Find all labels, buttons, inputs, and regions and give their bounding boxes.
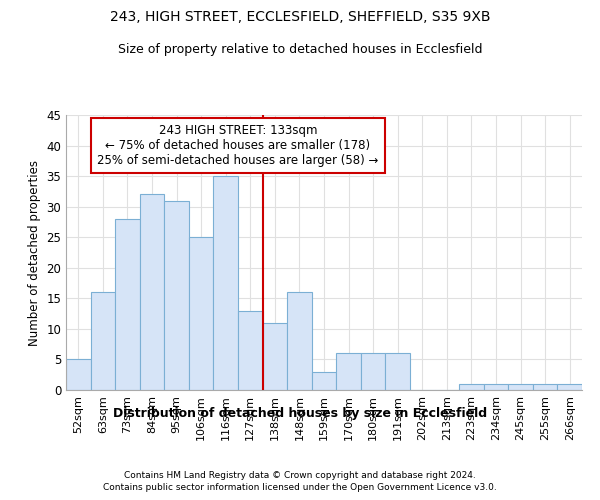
Bar [189, 237, 214, 390]
Bar [361, 354, 385, 390]
Text: 243 HIGH STREET: 133sqm
← 75% of detached houses are smaller (178)
25% of semi-d: 243 HIGH STREET: 133sqm ← 75% of detache… [97, 124, 379, 167]
Bar [164, 200, 189, 390]
Text: 243, HIGH STREET, ECCLESFIELD, SHEFFIELD, S35 9XB: 243, HIGH STREET, ECCLESFIELD, SHEFFIELD… [110, 10, 490, 24]
Bar [287, 292, 312, 390]
Bar [66, 360, 91, 390]
Bar [115, 219, 140, 390]
Text: Size of property relative to detached houses in Ecclesfield: Size of property relative to detached ho… [118, 42, 482, 56]
Bar [385, 354, 410, 390]
Bar [508, 384, 533, 390]
Bar [263, 323, 287, 390]
Bar [336, 354, 361, 390]
Bar [140, 194, 164, 390]
Bar [214, 176, 238, 390]
Bar [312, 372, 336, 390]
Bar [91, 292, 115, 390]
Bar [459, 384, 484, 390]
Text: Distribution of detached houses by size in Ecclesfield: Distribution of detached houses by size … [113, 408, 487, 420]
Text: Contains public sector information licensed under the Open Government Licence v3: Contains public sector information licen… [103, 484, 497, 492]
Y-axis label: Number of detached properties: Number of detached properties [28, 160, 41, 346]
Bar [557, 384, 582, 390]
Bar [484, 384, 508, 390]
Bar [533, 384, 557, 390]
Bar [238, 310, 263, 390]
Text: Contains HM Land Registry data © Crown copyright and database right 2024.: Contains HM Land Registry data © Crown c… [124, 471, 476, 480]
